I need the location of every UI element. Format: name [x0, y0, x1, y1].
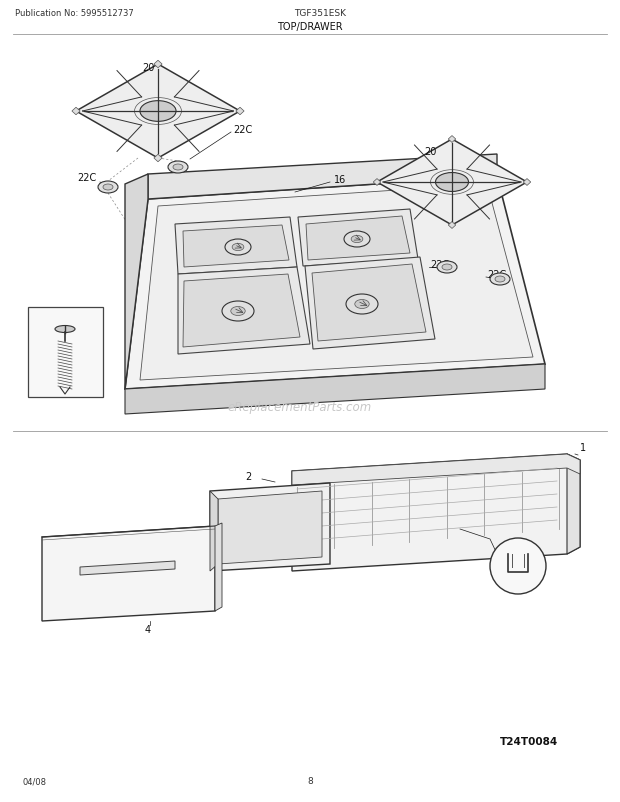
Polygon shape — [125, 365, 545, 415]
Polygon shape — [523, 180, 531, 186]
Ellipse shape — [231, 307, 245, 316]
Polygon shape — [76, 65, 240, 159]
Polygon shape — [72, 108, 80, 115]
Text: 22C: 22C — [233, 125, 252, 135]
Polygon shape — [236, 108, 244, 115]
Polygon shape — [178, 268, 310, 354]
Polygon shape — [183, 225, 289, 268]
Text: TOP/DRAWER: TOP/DRAWER — [277, 22, 343, 32]
Text: 4: 4 — [145, 624, 151, 634]
Polygon shape — [292, 455, 580, 571]
Ellipse shape — [355, 300, 369, 309]
Ellipse shape — [346, 294, 378, 314]
Text: eReplacementParts.com: eReplacementParts.com — [228, 401, 372, 414]
Polygon shape — [312, 265, 426, 342]
Polygon shape — [140, 184, 533, 380]
Ellipse shape — [490, 273, 510, 286]
Ellipse shape — [98, 182, 118, 194]
Polygon shape — [154, 61, 162, 69]
Polygon shape — [42, 526, 215, 622]
Ellipse shape — [344, 232, 370, 248]
Polygon shape — [154, 155, 162, 163]
Text: T24T0084: T24T0084 — [500, 736, 558, 746]
Polygon shape — [210, 484, 330, 571]
Polygon shape — [218, 492, 322, 565]
Text: 7: 7 — [515, 581, 521, 591]
Ellipse shape — [140, 102, 176, 122]
Ellipse shape — [222, 302, 254, 322]
Ellipse shape — [103, 184, 113, 191]
Ellipse shape — [168, 162, 188, 174]
Ellipse shape — [435, 173, 469, 192]
Polygon shape — [448, 222, 456, 229]
Polygon shape — [298, 210, 418, 267]
Ellipse shape — [55, 326, 75, 333]
Ellipse shape — [225, 240, 251, 256]
Ellipse shape — [442, 265, 452, 270]
Ellipse shape — [495, 277, 505, 282]
Ellipse shape — [232, 244, 244, 251]
Polygon shape — [183, 274, 300, 347]
Bar — [28, 308, 103, 398]
Text: 22C: 22C — [487, 269, 507, 280]
Text: 1: 1 — [580, 443, 586, 452]
Ellipse shape — [437, 261, 457, 273]
Text: TGF351ESK: TGF351ESK — [294, 10, 346, 18]
Polygon shape — [215, 524, 222, 611]
Ellipse shape — [173, 164, 183, 171]
Polygon shape — [377, 140, 527, 225]
Polygon shape — [373, 180, 381, 186]
Polygon shape — [292, 455, 580, 485]
Polygon shape — [448, 136, 456, 144]
Polygon shape — [305, 257, 435, 350]
Text: 8: 8 — [307, 776, 313, 785]
Text: 20: 20 — [424, 147, 436, 157]
Text: 22C: 22C — [430, 260, 450, 269]
Text: 20: 20 — [142, 63, 154, 73]
Text: 88: 88 — [40, 313, 51, 322]
Polygon shape — [175, 217, 297, 274]
Text: 16: 16 — [334, 175, 346, 184]
Polygon shape — [210, 492, 218, 571]
Text: Publication No: 5995512737: Publication No: 5995512737 — [15, 10, 134, 18]
Text: 2: 2 — [245, 472, 251, 481]
Text: 04/08: 04/08 — [22, 776, 46, 785]
Ellipse shape — [351, 236, 363, 243]
Polygon shape — [148, 155, 497, 200]
Polygon shape — [567, 455, 580, 554]
Polygon shape — [125, 175, 148, 390]
Polygon shape — [80, 561, 175, 575]
Polygon shape — [125, 176, 545, 390]
Text: 22C: 22C — [77, 172, 96, 183]
Circle shape — [490, 538, 546, 594]
Polygon shape — [306, 217, 410, 261]
